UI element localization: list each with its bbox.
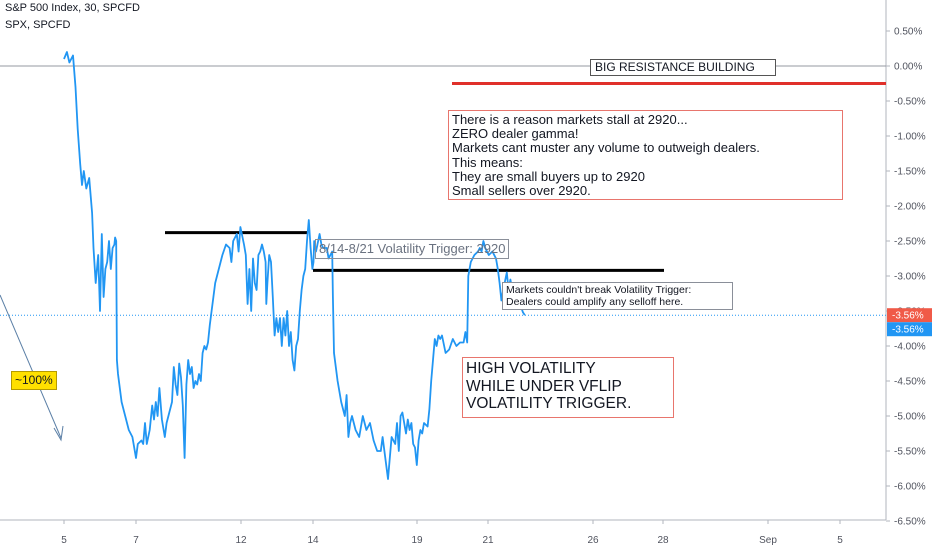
y-tick-label: 0.00% [894,62,922,73]
note-box: Markets couldn't break Volatility Trigge… [502,282,733,310]
y-tick-label: -2.00% [894,202,926,213]
x-tick-label: 7 [133,535,139,546]
info-box-line: ZERO dealer gamma! [452,126,579,142]
x-tick-label: 28 [657,535,669,546]
last-price-badge-bg [887,308,932,323]
last-price-badge-text: -3.56% [892,311,924,322]
percent-callout: ~100% [11,371,57,390]
y-tick-label: -1.50% [894,167,926,178]
info-box-line: This means: [452,154,523,170]
note-box-line: Dealers could amplify any selloff here. [506,296,684,308]
series-value-badge: -3.56% [887,322,932,337]
y-tick-label: -5.00% [894,412,926,423]
price-series-line [63,51,526,480]
trigger-label: 8/14-8/21 Volatility Trigger: 2920 [315,239,510,259]
info-box-line: There is a reason markets stall at 2920.… [452,112,688,127]
x-tick-label: 19 [411,535,423,546]
trend-arrow-head [53,425,64,442]
y-tick-label: -0.50% [894,97,926,108]
info-box-line: They are small buyers up to 2920 [452,168,645,184]
info-box: There is a reason markets stall at 2920.… [448,110,843,200]
trend-arrow [0,294,62,439]
x-tick-label: 12 [235,535,247,546]
x-tick-label: 21 [482,535,494,546]
symbol-subtitle: SPX, SPCFD [5,19,71,31]
info-box-line: Markets cant muster any volume to outwei… [452,140,760,156]
series-value-badge-bg [887,322,932,337]
note-box-line: Markets couldn't break Volatility Trigge… [506,284,692,296]
resistance-label-text: BIG RESISTANCE BUILDING [595,60,755,74]
volatility-box-line: WHILE UNDER VFLIP [466,377,622,395]
y-tick-label: -6.50% [894,517,926,528]
series-value-badge-text: -3.56% [892,325,924,336]
volatility-box-line: VOLATILITY TRIGGER. [466,395,632,412]
y-tick-label: -4.00% [894,342,926,353]
y-tick-label: -1.00% [894,132,926,143]
y-tick-label: -3.00% [894,272,926,283]
x-tick-label: 5 [837,535,843,546]
y-tick-label: -2.50% [894,237,926,248]
x-tick-label: 26 [587,535,599,546]
volatility-box: HIGH VOLATILITY WHILE UNDER VFLIP VOLATI… [462,357,674,418]
x-tick-label: 5 [61,535,67,546]
info-box-line: Small sellers over 2920. [452,183,591,199]
last-price-badge: -3.56% [887,308,932,323]
trigger-label-text: 8/14-8/21 Volatility Trigger: 2920 [319,241,506,256]
y-tick-label: -5.50% [894,447,926,458]
resistance-label: BIG RESISTANCE BUILDING [590,59,776,76]
y-tick-label: 0.50% [894,27,922,38]
x-tick-label: Sep [759,535,777,546]
x-tick-label: 14 [307,535,319,546]
y-tick-label: -6.00% [894,482,926,493]
symbol-title: S&P 500 Index, 30, SPCFD [5,2,140,14]
percent-callout-text: ~100% [15,373,53,387]
y-tick-label: -4.50% [894,377,926,388]
volatility-box-line: HIGH VOLATILITY [466,360,596,377]
